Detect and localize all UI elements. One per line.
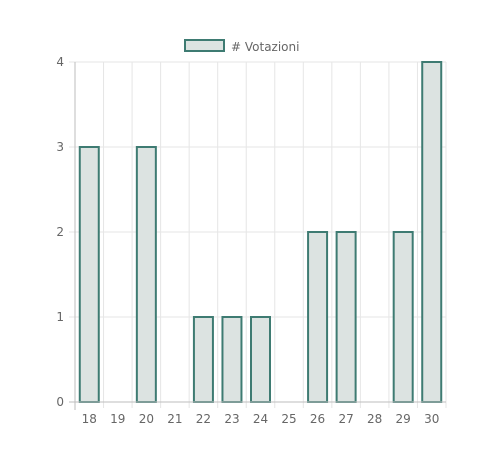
- y-tick-label: 2: [56, 225, 64, 239]
- bar[interactable]: [335, 231, 357, 403]
- x-tick-label: 22: [196, 412, 211, 426]
- bar[interactable]: [392, 231, 414, 403]
- bar[interactable]: [78, 146, 100, 403]
- legend[interactable]: # Votazioni: [184, 39, 299, 54]
- bar[interactable]: [421, 61, 443, 403]
- x-tick-label: 29: [396, 412, 411, 426]
- y-tick-label: 0: [56, 395, 64, 409]
- x-tick-label: 18: [82, 412, 97, 426]
- x-tick-label: 26: [310, 412, 325, 426]
- y-tick-label: 4: [56, 55, 64, 69]
- x-tick-label: 27: [338, 412, 353, 426]
- x-tick-label: 20: [139, 412, 154, 426]
- bar[interactable]: [135, 146, 157, 403]
- x-tick-labels: 18 19 20 21 22 23 24 25 26 27 28 29 30: [82, 412, 440, 426]
- bar[interactable]: [307, 231, 329, 403]
- x-tick-label: 23: [224, 412, 239, 426]
- x-tick-label: 19: [110, 412, 125, 426]
- y-tick-label: 3: [56, 140, 64, 154]
- axes: [69, 62, 446, 410]
- x-tick-label: 21: [167, 412, 182, 426]
- x-tick-label: 30: [424, 412, 439, 426]
- y-tick-label: 1: [56, 310, 64, 324]
- bar[interactable]: [250, 316, 271, 403]
- x-tick-label: 24: [253, 412, 268, 426]
- x-tick-label: 28: [367, 412, 382, 426]
- bar[interactable]: [192, 316, 214, 403]
- y-tick-labels: 0 1 2 3 4: [56, 55, 64, 409]
- x-tick-label: 25: [281, 412, 296, 426]
- bar[interactable]: [221, 316, 243, 403]
- grid-lines: [69, 61, 447, 408]
- legend-swatch: [184, 39, 225, 52]
- legend-label: # Votazioni: [231, 40, 299, 54]
